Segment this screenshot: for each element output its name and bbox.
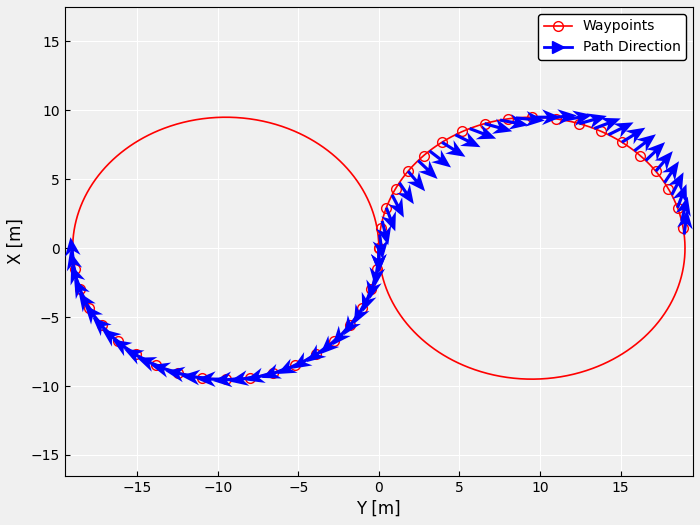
Legend: Waypoints, Path Direction: Waypoints, Path Direction: [538, 14, 686, 60]
X-axis label: Y [m]: Y [m]: [356, 500, 401, 518]
Y-axis label: X [m]: X [m]: [7, 218, 25, 264]
